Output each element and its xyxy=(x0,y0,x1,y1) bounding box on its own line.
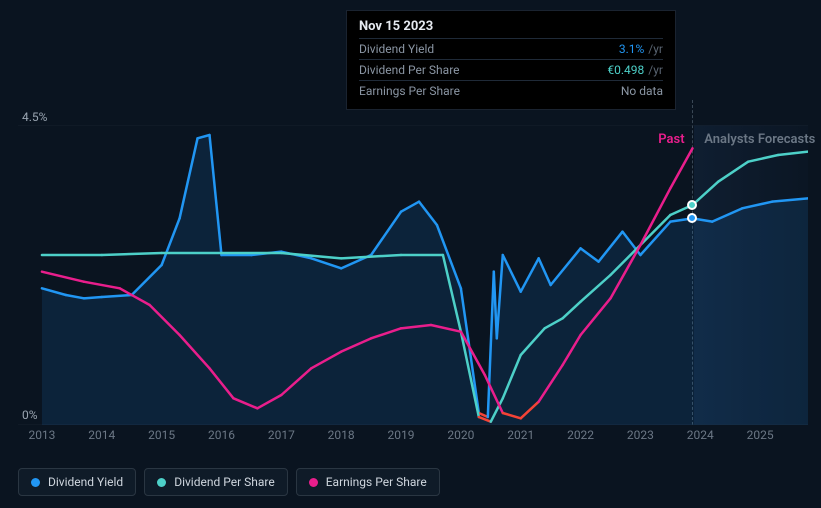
legend-dot xyxy=(31,478,40,487)
y-max-label: 4.5% xyxy=(22,110,47,124)
legend-label: Earnings Per Share xyxy=(326,475,427,489)
legend-label: Dividend Yield xyxy=(48,475,123,489)
legend-item[interactable]: Dividend Per Share xyxy=(144,468,288,496)
dividend-chart: Past Analysts Forecasts 4.5% 0% 20132014… xyxy=(0,0,821,508)
x-tick: 2014 xyxy=(88,428,115,442)
tooltip-row-label: Earnings Per Share xyxy=(359,84,460,98)
tooltip-row-label: Dividend Yield xyxy=(359,42,434,56)
legend-item[interactable]: Earnings Per Share xyxy=(296,468,440,496)
x-tick: 2025 xyxy=(747,428,774,442)
tooltip-row-value: 3.1%/yr xyxy=(619,42,663,56)
tooltip-row-value: No data xyxy=(621,84,663,98)
x-tick: 2015 xyxy=(148,428,175,442)
tooltip-row: Earnings Per Share No data xyxy=(359,80,663,101)
legend-dot xyxy=(157,478,166,487)
x-tick: 2021 xyxy=(507,428,534,442)
x-tick: 2017 xyxy=(268,428,295,442)
tooltip-row: Dividend Yield 3.1%/yr xyxy=(359,38,663,59)
x-tick: 2018 xyxy=(328,428,355,442)
tooltip-row-label: Dividend Per Share xyxy=(359,63,460,77)
legend-item[interactable]: Dividend Yield xyxy=(18,468,136,496)
x-tick: 2020 xyxy=(447,428,474,442)
tooltip-row: Dividend Per Share €0.498/yr xyxy=(359,59,663,80)
tooltip: Nov 15 2023 Dividend Yield3.1%/yrDividen… xyxy=(346,10,676,110)
x-axis: 2013 2014 2015 2016 2017 2018 2019 2020 2021 2022… xyxy=(18,428,808,448)
legend-label: Dividend Per Share xyxy=(174,475,275,489)
x-tick: 2016 xyxy=(208,428,235,442)
tooltip-row-value: €0.498/yr xyxy=(607,63,663,77)
plot-area[interactable] xyxy=(18,125,808,425)
x-tick: 2024 xyxy=(687,428,714,442)
x-tick: 2013 xyxy=(28,428,55,442)
tooltip-marker xyxy=(687,200,697,210)
legend-dot xyxy=(309,478,318,487)
x-tick: 2023 xyxy=(627,428,654,442)
tooltip-rows: Dividend Yield 3.1%/yr Dividend Per Share €… xyxy=(359,38,663,101)
legend: Dividend Yield Dividend Per Share Earnings… xyxy=(18,468,440,496)
tooltip-marker xyxy=(687,213,697,223)
tooltip-title: Nov 15 2023 xyxy=(359,19,663,34)
x-tick: 2022 xyxy=(567,428,594,442)
x-tick: 2019 xyxy=(388,428,415,442)
